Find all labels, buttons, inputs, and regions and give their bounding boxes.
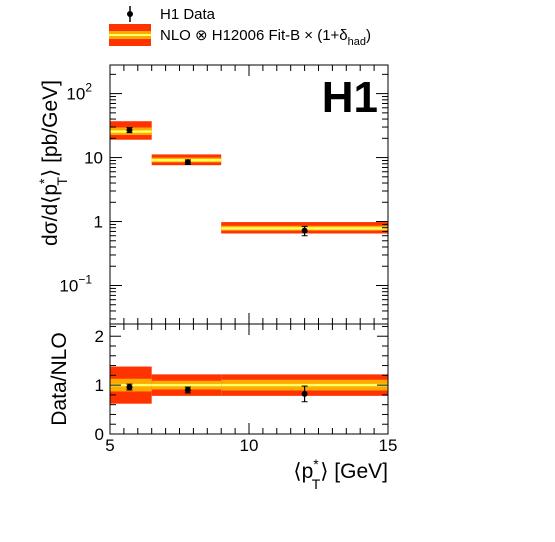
x-axis-title: ⟨p* T⟩ [GeV] <box>293 456 388 492</box>
ratio-center-line-1 <box>151 383 222 387</box>
main-tick-labels: 10−1 1 10 102 <box>59 81 103 296</box>
main-y-axis-title: dσ/d⟨p* T⟩ [pb/GeV] <box>36 80 70 246</box>
ratio-tick-labels: 0 1 2 5 10 15 <box>95 327 398 455</box>
h1-logo: H1 <box>322 73 378 122</box>
main-y-tick-label: 1 <box>94 213 103 232</box>
legend-band-label: NLO ⊗ H12006 Fit-B × (1+δhad) <box>160 27 371 48</box>
main-ticks <box>109 65 389 324</box>
main-bands <box>110 121 388 234</box>
main-y-tick-label: 10 <box>84 149 103 168</box>
main-y-tick-label: 10−1 <box>59 272 92 295</box>
ratio-y-axis-title: Data/NLO <box>48 332 71 425</box>
legend-data-label: H1 Data <box>160 6 216 23</box>
main-y-tick-label: 102 <box>66 81 92 104</box>
ratio-panel: 0 1 2 5 10 15 Data/NLO ⟨p* T⟩ [GeV] <box>48 323 398 492</box>
legend-center-line <box>109 34 151 36</box>
x-tick-label: 15 <box>379 436 398 455</box>
main-points <box>126 126 308 237</box>
main-data-point-1 <box>184 159 191 166</box>
x-tick-label: 5 <box>105 436 114 455</box>
ratio-data-point-2 <box>301 390 308 397</box>
ratio-y-tick-label: 1 <box>95 376 104 395</box>
ratio-y-tick-label: 0 <box>95 425 104 444</box>
ratio-data-point-1 <box>184 387 191 393</box>
ratio-data-point-0 <box>126 384 133 391</box>
ratio-points <box>126 383 308 403</box>
legend: H1 Data NLO ⊗ H12006 Fit-B × (1+δhad) <box>109 6 371 48</box>
main-panel: 10−1 1 10 102 H1 dσ/d⟨p* T⟩ [pb/GeV] <box>36 64 389 325</box>
x-tick-label: 10 <box>240 436 259 455</box>
ratio-ticks <box>109 324 389 435</box>
legend-band-swatch <box>109 24 151 46</box>
ratio-y-tick-label: 2 <box>95 327 104 346</box>
legend-data-marker <box>127 6 133 22</box>
ratio-bands <box>110 366 388 404</box>
main-data-point-2 <box>301 227 308 234</box>
main-data-point-0 <box>126 126 133 133</box>
ratio-center-line-2 <box>221 383 388 387</box>
